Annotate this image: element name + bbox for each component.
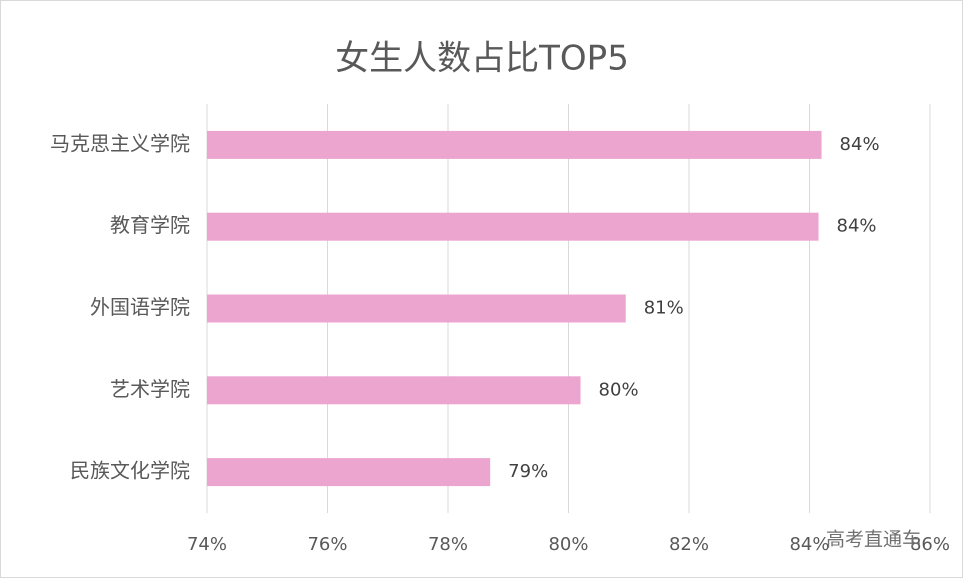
bar (207, 130, 822, 159)
value-label: 84% (837, 216, 877, 237)
bar (207, 294, 626, 323)
value-label: 80% (599, 379, 639, 400)
bar (207, 458, 491, 487)
x-tick-label: 80% (548, 534, 588, 555)
value-label: 81% (644, 298, 684, 319)
value-label: 84% (840, 134, 880, 155)
y-tick-label: 外国语学院 (90, 295, 190, 319)
x-tick-label: 82% (669, 534, 709, 555)
y-tick-label: 艺术学院 (110, 377, 190, 401)
bar (207, 376, 581, 405)
x-tick-label: 76% (307, 534, 347, 555)
x-tick-label: 84% (789, 534, 829, 555)
x-tick-label: 74% (187, 534, 227, 555)
y-tick-label: 民族文化学院 (70, 459, 190, 483)
x-tick-label: 78% (428, 534, 468, 555)
y-tick-label: 马克思主义学院 (50, 131, 190, 155)
chart-title: 女生人数占比TOP5 (335, 39, 629, 79)
x-tick-label: 86% (910, 534, 950, 555)
bar (207, 212, 819, 241)
watermark: 高考直通车 (826, 529, 921, 551)
value-label: 79% (508, 461, 548, 482)
y-tick-label: 教育学院 (110, 213, 190, 237)
